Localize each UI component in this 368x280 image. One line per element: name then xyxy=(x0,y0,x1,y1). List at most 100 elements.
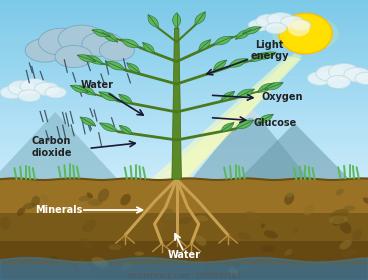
Bar xyxy=(0,175,368,179)
Ellipse shape xyxy=(363,197,368,204)
Text: Water: Water xyxy=(81,80,114,90)
Ellipse shape xyxy=(23,202,36,209)
Polygon shape xyxy=(221,123,234,132)
Ellipse shape xyxy=(86,192,93,199)
Ellipse shape xyxy=(78,196,91,202)
Polygon shape xyxy=(79,86,96,95)
Ellipse shape xyxy=(83,241,92,249)
Text: Oxygen: Oxygen xyxy=(261,92,303,102)
Ellipse shape xyxy=(49,256,58,260)
Text: Minerals: Minerals xyxy=(35,205,82,215)
Ellipse shape xyxy=(267,13,294,27)
Ellipse shape xyxy=(316,65,345,81)
Ellipse shape xyxy=(272,15,339,52)
Bar xyxy=(0,166,368,170)
Polygon shape xyxy=(236,29,251,39)
Polygon shape xyxy=(148,15,158,28)
Ellipse shape xyxy=(238,263,252,270)
Text: Water: Water xyxy=(167,250,201,260)
Bar xyxy=(0,31,368,36)
Circle shape xyxy=(288,20,310,36)
Ellipse shape xyxy=(292,228,298,233)
Polygon shape xyxy=(236,120,254,129)
Ellipse shape xyxy=(87,199,102,206)
Bar xyxy=(0,40,368,45)
Bar xyxy=(0,103,368,108)
Ellipse shape xyxy=(92,257,109,268)
Ellipse shape xyxy=(238,232,251,240)
Ellipse shape xyxy=(194,259,205,271)
Ellipse shape xyxy=(336,189,344,196)
Bar xyxy=(0,157,368,161)
Ellipse shape xyxy=(343,206,355,211)
Polygon shape xyxy=(119,94,132,104)
Ellipse shape xyxy=(195,235,206,246)
Bar xyxy=(0,179,368,213)
Text: Carbon
dioxide: Carbon dioxide xyxy=(31,136,72,158)
Bar xyxy=(0,9,368,13)
Ellipse shape xyxy=(284,193,294,205)
Ellipse shape xyxy=(341,249,356,257)
Ellipse shape xyxy=(229,268,239,275)
Polygon shape xyxy=(86,55,103,64)
Ellipse shape xyxy=(339,221,351,234)
Bar xyxy=(0,90,368,94)
Bar xyxy=(0,85,368,90)
Ellipse shape xyxy=(284,249,292,256)
Polygon shape xyxy=(228,59,247,67)
Polygon shape xyxy=(151,56,302,188)
Bar xyxy=(0,18,368,22)
Polygon shape xyxy=(70,85,88,93)
Circle shape xyxy=(279,13,332,54)
Ellipse shape xyxy=(339,240,352,249)
Polygon shape xyxy=(100,123,118,132)
Ellipse shape xyxy=(329,64,359,80)
Polygon shape xyxy=(127,63,140,73)
Bar xyxy=(0,81,368,85)
Ellipse shape xyxy=(89,200,102,206)
Ellipse shape xyxy=(256,14,282,28)
Bar xyxy=(0,152,368,157)
Ellipse shape xyxy=(45,87,66,98)
Polygon shape xyxy=(221,92,234,101)
Polygon shape xyxy=(258,52,276,59)
Polygon shape xyxy=(236,89,254,98)
Ellipse shape xyxy=(233,262,242,269)
Bar xyxy=(0,67,368,72)
Ellipse shape xyxy=(108,244,122,250)
Ellipse shape xyxy=(327,76,350,88)
Polygon shape xyxy=(250,53,267,62)
Bar xyxy=(0,49,368,54)
Bar xyxy=(0,134,368,139)
Text: shutterstock.com · 2090839183: shutterstock.com · 2090839183 xyxy=(128,273,240,279)
Ellipse shape xyxy=(181,260,188,263)
Ellipse shape xyxy=(80,238,88,242)
Ellipse shape xyxy=(74,266,79,272)
Ellipse shape xyxy=(25,39,64,62)
Ellipse shape xyxy=(31,196,40,207)
Ellipse shape xyxy=(155,242,163,246)
Ellipse shape xyxy=(81,226,85,230)
Polygon shape xyxy=(195,12,205,25)
Ellipse shape xyxy=(17,207,25,216)
Ellipse shape xyxy=(35,82,60,96)
Ellipse shape xyxy=(261,246,275,252)
Ellipse shape xyxy=(261,223,265,228)
Polygon shape xyxy=(258,114,273,123)
Bar xyxy=(0,99,368,103)
Ellipse shape xyxy=(99,40,134,61)
Polygon shape xyxy=(0,112,118,179)
Polygon shape xyxy=(243,27,261,34)
Ellipse shape xyxy=(344,67,368,82)
Bar xyxy=(0,22,368,27)
Ellipse shape xyxy=(248,19,271,31)
Polygon shape xyxy=(199,40,210,50)
Ellipse shape xyxy=(281,16,304,28)
Ellipse shape xyxy=(329,215,348,224)
Ellipse shape xyxy=(58,25,106,53)
Ellipse shape xyxy=(264,230,278,238)
Ellipse shape xyxy=(265,23,287,34)
Polygon shape xyxy=(92,30,110,37)
Bar xyxy=(0,121,368,125)
Bar xyxy=(0,108,368,112)
